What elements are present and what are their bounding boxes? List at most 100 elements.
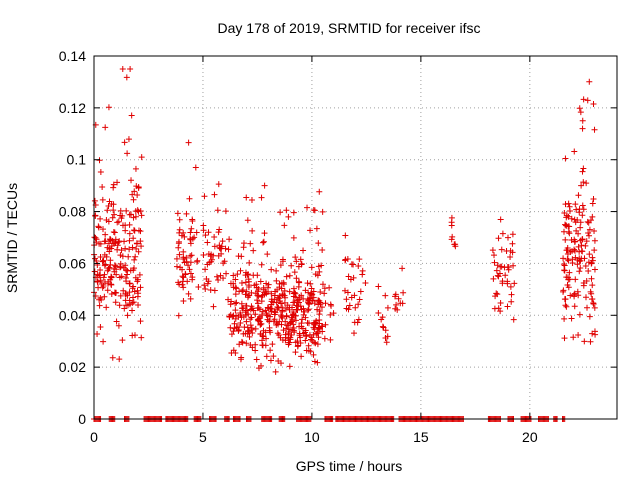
data-point [279,314,286,321]
data-point [128,211,135,218]
data-point [261,182,268,189]
data-point [182,270,189,277]
data-point [180,255,187,262]
data-point [105,218,112,225]
data-point [271,316,278,323]
data-point [258,298,265,305]
data-point [589,254,596,261]
data-point [124,271,131,278]
data-point [106,248,113,255]
data-point [117,260,124,267]
data-point [225,246,232,253]
data-point [568,215,575,222]
data-point [584,97,591,104]
data-point [102,279,109,286]
data-point [278,279,285,286]
data-point [129,300,136,307]
data-point [117,264,124,271]
data-point [118,273,125,280]
data-point [588,296,595,303]
data-point [571,303,578,310]
data-point [259,342,266,349]
data-point [264,312,271,319]
data-point [319,208,326,215]
data-point [179,281,186,288]
data-point [307,280,314,287]
data-point [238,314,245,321]
x-tick-label: 0 [90,429,98,445]
data-point [585,230,592,237]
data-point [577,109,584,116]
data-point [579,117,586,124]
data-point [291,289,298,296]
data-point [119,337,126,344]
data-point [119,222,126,229]
data-point [242,309,249,316]
data-point [135,248,142,255]
data-point [173,263,180,270]
data-point [375,309,382,316]
data-point [257,278,264,285]
data-point [243,288,250,295]
data-point [449,233,456,240]
data-point [277,262,284,269]
data-point [504,303,511,310]
data-point [112,236,119,243]
data-point [109,214,116,221]
data-point [502,272,509,279]
data-point [234,271,241,278]
data-point [100,257,107,264]
data-point [115,239,122,246]
data-point [110,207,117,214]
plot-frame [93,55,618,420]
data-point [589,200,596,207]
data-point [277,298,284,305]
data-point [316,268,323,275]
data-point [299,316,306,323]
data-point [230,272,237,279]
data-point [109,354,116,361]
data-point [232,300,239,307]
data-point [179,278,186,285]
data-point [326,284,333,291]
data-point [575,243,582,250]
data-point [279,337,286,344]
data-point [180,248,187,255]
data-point [259,292,266,299]
data-point [219,238,226,245]
data-point [493,290,500,297]
data-point [562,221,569,228]
data-point [187,240,194,247]
data-point [289,326,296,333]
data-point [268,290,275,297]
data-point [494,272,501,279]
data-point [590,299,597,306]
data-point [312,340,319,347]
data-point [220,260,227,267]
data-point [134,207,141,214]
data-point [267,357,274,364]
data-point [314,306,321,313]
data-point [497,216,504,223]
data-point [591,266,598,273]
data-point [233,285,240,292]
data-point [222,208,229,215]
data-point [292,254,299,261]
data-points [91,65,599,422]
data-point [232,284,239,291]
data-point [584,218,591,225]
data-point [130,267,137,274]
data-point [264,304,271,311]
data-point [495,273,502,280]
data-point [121,139,128,146]
data-point [566,269,573,276]
data-point [240,286,247,293]
data-point [119,253,126,260]
data-point [350,261,357,268]
data-point [120,287,127,294]
data-point [232,349,239,356]
data-point [286,363,293,370]
data-point [297,256,304,263]
data-point [579,236,586,243]
data-point [508,298,515,305]
